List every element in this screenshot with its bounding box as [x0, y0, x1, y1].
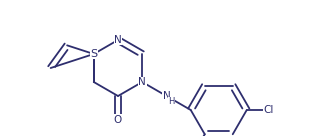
Text: Cl: Cl — [264, 105, 274, 115]
Text: H: H — [168, 98, 175, 106]
Text: N: N — [138, 77, 146, 87]
Text: S: S — [90, 49, 97, 59]
Text: N: N — [162, 91, 170, 101]
Text: O: O — [114, 115, 122, 125]
Text: N: N — [114, 35, 122, 45]
